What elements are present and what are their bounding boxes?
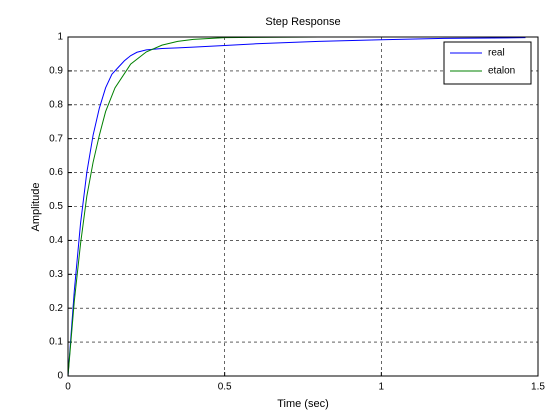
y-tick-label: 0.1	[49, 337, 63, 348]
y-tick-label: 0	[57, 371, 63, 382]
y-tick-label: 0.2	[49, 303, 63, 314]
y-tick-label: 0.9	[49, 66, 63, 77]
y-tick-label: 0.5	[49, 201, 63, 212]
y-tick-label: 0.3	[49, 269, 63, 280]
x-tick-label: 0	[65, 382, 71, 393]
x-axis-label: Time (sec)	[277, 398, 329, 410]
legend-label: real	[488, 48, 505, 59]
chart-title: Step Response	[265, 16, 340, 28]
axes-box	[67, 36, 539, 377]
y-tick-label: 0.7	[49, 133, 63, 144]
x-tick-label: 1	[379, 382, 385, 393]
y-tick-label: 0.6	[49, 167, 63, 178]
y-tick-label: 0.8	[49, 99, 63, 110]
legend-box	[443, 41, 532, 85]
legend-label: etalon	[488, 66, 515, 77]
x-tick-label: 0.5	[218, 382, 232, 393]
y-tick-label: 0.4	[49, 235, 63, 246]
x-tick-label: 1.5	[531, 382, 545, 393]
series-line	[67, 37, 526, 377]
y-tick-label: 1	[57, 32, 63, 43]
y-axis-label: Amplitude	[30, 183, 42, 232]
